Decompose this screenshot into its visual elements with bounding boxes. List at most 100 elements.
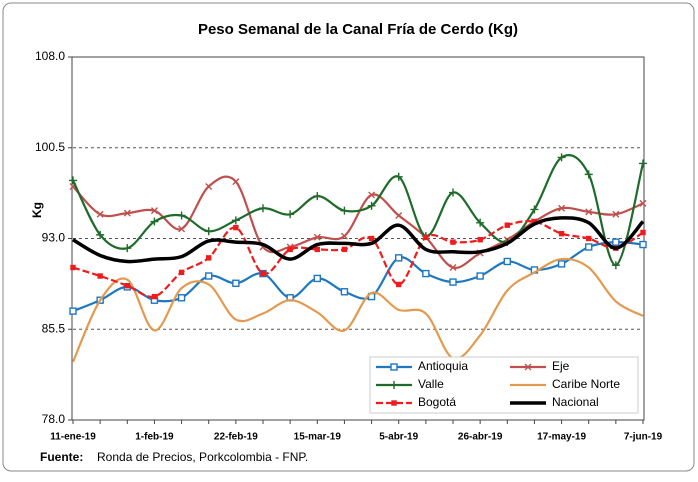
x-tick-label: 5-abr-19 — [379, 432, 418, 443]
marker — [232, 279, 240, 287]
marker — [639, 240, 647, 249]
marker — [449, 278, 457, 286]
x-tick-label: 11-ene-19 — [50, 432, 96, 443]
marker — [123, 209, 131, 217]
marker — [557, 153, 566, 162]
marker — [476, 218, 485, 227]
marker — [177, 211, 186, 220]
x-tick-label: 7-jun-19 — [624, 432, 663, 443]
marker — [124, 282, 130, 289]
marker — [639, 159, 647, 168]
marker — [639, 199, 647, 207]
marker — [286, 210, 295, 219]
y-tick-label: 108.0 — [35, 49, 65, 63]
series-line — [72, 220, 644, 298]
marker — [340, 232, 348, 240]
marker — [151, 293, 158, 300]
marker — [150, 207, 158, 215]
marker — [69, 176, 77, 185]
source: Ronda de Precios, Porkcolombia - FNP. — [97, 450, 308, 464]
marker — [450, 239, 456, 245]
marker — [69, 307, 77, 315]
marker — [313, 192, 322, 201]
marker — [395, 254, 403, 262]
marker — [640, 229, 646, 236]
series — [70, 218, 646, 300]
marker — [205, 272, 213, 280]
y-tick-label: 93.0 — [42, 231, 66, 245]
x-tick-label: 15-mar-19 — [294, 432, 342, 443]
marker — [178, 225, 186, 233]
marker — [259, 204, 267, 213]
marker — [390, 363, 398, 371]
marker — [233, 224, 239, 231]
y-axis-label: Kg — [30, 202, 44, 218]
legend-label: Valle — [418, 377, 444, 391]
marker — [394, 172, 403, 181]
marker — [612, 210, 620, 218]
marker — [395, 212, 403, 220]
series-line — [72, 175, 644, 269]
marker — [287, 246, 293, 253]
series-line — [72, 216, 645, 264]
marker — [449, 188, 457, 197]
marker — [340, 206, 349, 215]
series — [72, 216, 645, 264]
marker — [367, 201, 376, 210]
marker — [584, 170, 593, 179]
source-label: Fuente: — [40, 450, 83, 464]
marker — [585, 243, 593, 251]
marker — [524, 363, 532, 371]
marker — [313, 233, 321, 241]
marker — [260, 270, 266, 277]
marker — [476, 272, 484, 280]
marker — [558, 230, 565, 237]
marker — [477, 237, 483, 243]
marker — [391, 400, 397, 406]
legend-box — [369, 356, 639, 414]
marker — [423, 234, 429, 240]
marker — [558, 204, 566, 212]
legend-label: Antioquia — [418, 359, 468, 373]
marker — [340, 288, 349, 296]
marker — [449, 264, 457, 272]
y-tick-label: 100.5 — [35, 140, 65, 154]
series — [71, 257, 644, 363]
marker — [205, 182, 213, 190]
marker — [611, 261, 620, 270]
marker — [341, 246, 348, 253]
marker — [96, 230, 105, 239]
marker — [206, 255, 212, 261]
y-tick-label: 78.0 — [42, 412, 66, 426]
marker — [177, 294, 186, 302]
marker — [422, 269, 430, 278]
marker — [530, 205, 539, 214]
x-tick-label: 26-abr-19 — [458, 432, 503, 443]
legend-label: Nacional — [552, 395, 599, 409]
marker — [232, 178, 240, 186]
marker — [204, 227, 213, 236]
marker — [368, 191, 376, 199]
marker — [390, 381, 398, 389]
y-tick-label: 85.5 — [42, 321, 66, 335]
legend-label: Bogotá — [418, 395, 456, 409]
marker — [178, 269, 185, 276]
marker — [314, 246, 320, 253]
marker — [557, 260, 566, 268]
series-line — [71, 257, 644, 363]
marker — [231, 216, 240, 225]
x-tick-label: 22-feb-19 — [214, 432, 258, 443]
marker — [612, 238, 620, 246]
legend-label: Eje — [552, 359, 570, 373]
series — [69, 175, 647, 272]
marker — [586, 235, 592, 242]
marker — [503, 257, 511, 266]
legend-label: Caribe Norte — [552, 377, 620, 391]
x-tick-label: 1-feb-19 — [135, 432, 174, 443]
marker — [313, 274, 321, 283]
marker — [96, 210, 104, 218]
chart-frame — [2, 2, 695, 472]
marker — [97, 273, 103, 279]
marker — [123, 244, 132, 253]
